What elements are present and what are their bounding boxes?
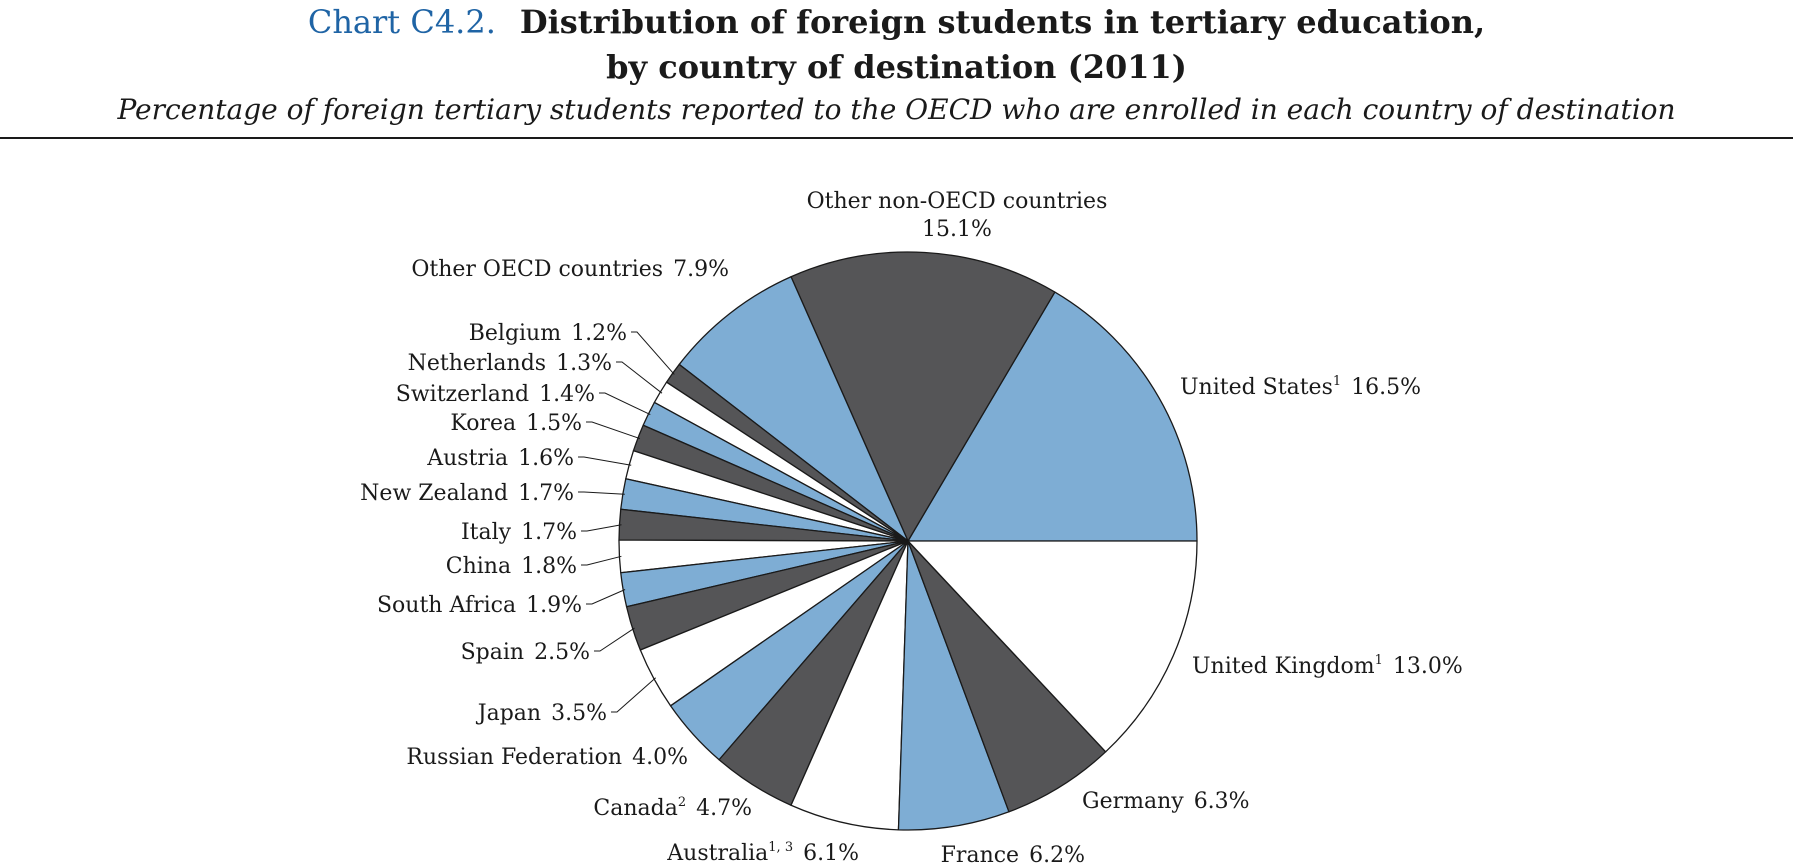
leader-line-italy	[581, 524, 622, 532]
slice-label-value: 4.0%	[632, 745, 688, 770]
slice-label-australia: Australia1, 3 6.1%	[666, 840, 859, 864]
chart-number: Chart C4.2.	[307, 3, 496, 41]
slice-label-other-oecd-countries: Other OECD countries 7.9%	[411, 257, 729, 282]
chart-title-line2: by country of destination (2011)	[606, 48, 1187, 86]
slice-label-south-africa: South Africa 1.9%	[377, 593, 582, 618]
slice-label-united-kingdom: United Kingdom1 13.0%	[1192, 653, 1463, 679]
leader-lines	[578, 331, 675, 713]
slice-labels: United States1 16.5%Other non-OECD countr…	[360, 189, 1463, 864]
slice-label-russian-federation: Russian Federation 4.0%	[406, 745, 688, 770]
slice-label-korea: Korea 1.5%	[450, 411, 582, 436]
pie-slice-other-non-oecd-countries	[790, 251, 1056, 542]
slice-label-name: United States	[1180, 375, 1333, 400]
slice-label-italy: Italy 1.7%	[461, 520, 577, 545]
slice-label-name: Russian Federation	[406, 745, 622, 770]
slice-label-footnote: 1	[1375, 653, 1383, 668]
slice-label-value: 4.7%	[696, 796, 752, 821]
slice-label-footnote: 2	[678, 795, 686, 810]
slice-label-value: 1.7%	[521, 520, 577, 545]
slice-label-china: China 1.8%	[446, 554, 577, 579]
slice-label-name: Italy	[461, 520, 512, 545]
slice-label-netherlands: Netherlands 1.3%	[408, 351, 612, 376]
slice-label-value: 1.7%	[518, 481, 574, 506]
leader-line-south-africa	[586, 589, 626, 605]
chart-title-line1: Chart C4.2. Distribution of foreign stude…	[0, 0, 1793, 45]
slice-label-germany: Germany 6.3%	[1082, 789, 1250, 814]
slice-label-name: Other non-OECD countries	[807, 189, 1108, 214]
slice-label-name: South Africa	[377, 593, 516, 618]
slice-label-canada: Canada2 4.7%	[593, 795, 752, 821]
leader-line-china	[581, 555, 622, 566]
slice-label-name: Switzerland	[396, 382, 529, 407]
slice-label-name: Japan	[476, 701, 541, 726]
leader-line-netherlands	[616, 361, 663, 394]
slice-label-new-zealand: New Zealand 1.7%	[360, 481, 574, 506]
chart-title-text: Distribution of foreign students in tert…	[519, 3, 1486, 41]
slice-label-value: 1.9%	[526, 593, 582, 618]
slice-label-value: 2.5%	[534, 640, 590, 665]
slice-label-value: 6.3%	[1194, 789, 1250, 814]
slice-label-switzerland: Switzerland 1.4%	[396, 382, 595, 407]
slice-label-name: Korea	[450, 411, 516, 436]
slice-label-value: 1.8%	[521, 554, 577, 579]
slice-label-value: 13.0%	[1393, 654, 1463, 679]
slice-label-name: Other OECD countries	[411, 257, 663, 282]
slice-label-value: 6.1%	[803, 841, 859, 864]
chart-subtitle: Percentage of foreign tertiary students …	[117, 93, 1676, 126]
slice-label-austria: Austria 1.6%	[426, 446, 574, 471]
pie-slice-united-kingdom	[907, 540, 1198, 753]
slice-label-japan: Japan 3.5%	[476, 701, 607, 726]
slice-label-footnote: 1	[1333, 374, 1341, 389]
slice-label-value: 1.6%	[518, 446, 574, 471]
slice-label-name: China	[446, 554, 511, 579]
slice-label-name: Canada	[593, 796, 677, 821]
slice-label-united-states: United States1 16.5%	[1180, 374, 1421, 400]
slice-label-value: 7.9%	[673, 257, 729, 282]
chart-header: Chart C4.2. Distribution of foreign stude…	[0, 0, 1793, 130]
pie-slice-other-oecd-countries	[678, 276, 909, 542]
slice-label-name: France	[941, 843, 1019, 864]
slice-label-name: United Kingdom	[1192, 654, 1375, 679]
slice-label-name: Germany	[1082, 789, 1184, 814]
leader-line-switzerland	[599, 392, 651, 416]
slice-label-value: 6.2%	[1029, 843, 1085, 864]
slice-label-value: 1.3%	[556, 351, 612, 376]
pie-slice-united-states	[907, 291, 1198, 542]
slice-label-name: Australia	[666, 841, 768, 864]
slice-label-value: 16.5%	[1351, 375, 1421, 400]
slice-label-belgium: Belgium 1.2%	[469, 321, 627, 346]
slice-label-name: Austria	[426, 446, 508, 471]
slice-label-spain: Spain 2.5%	[461, 640, 590, 665]
leader-line-austria	[578, 456, 632, 466]
slice-label-footnote: 1, 3	[768, 840, 793, 855]
slice-label-name: Netherlands	[408, 351, 547, 376]
leader-line-korea	[586, 421, 641, 440]
leader-line-japan	[611, 677, 657, 713]
slice-label-other-non-oecd-countries: Other non-OECD countries 15.1%	[807, 189, 1108, 242]
leader-line-belgium	[631, 331, 675, 375]
pie-slices	[618, 251, 1198, 831]
slice-label-value: 1.4%	[539, 382, 595, 407]
slice-label-value: 3.5%	[551, 701, 607, 726]
slice-label-france: France 6.2%	[941, 843, 1085, 864]
slice-label-value: 1.5%	[526, 411, 582, 436]
leader-line-new-zealand	[578, 491, 625, 495]
slice-label-value: 1.2%	[571, 321, 627, 346]
slice-label-name: New Zealand	[360, 481, 508, 506]
pie-slice-germany	[907, 540, 1107, 813]
slice-label-name: Belgium	[469, 321, 562, 346]
leader-line-spain	[594, 627, 635, 652]
slice-label-name: Spain	[461, 640, 524, 665]
slice-label-value: 15.1%	[922, 217, 992, 242]
header-rule	[0, 137, 1793, 139]
